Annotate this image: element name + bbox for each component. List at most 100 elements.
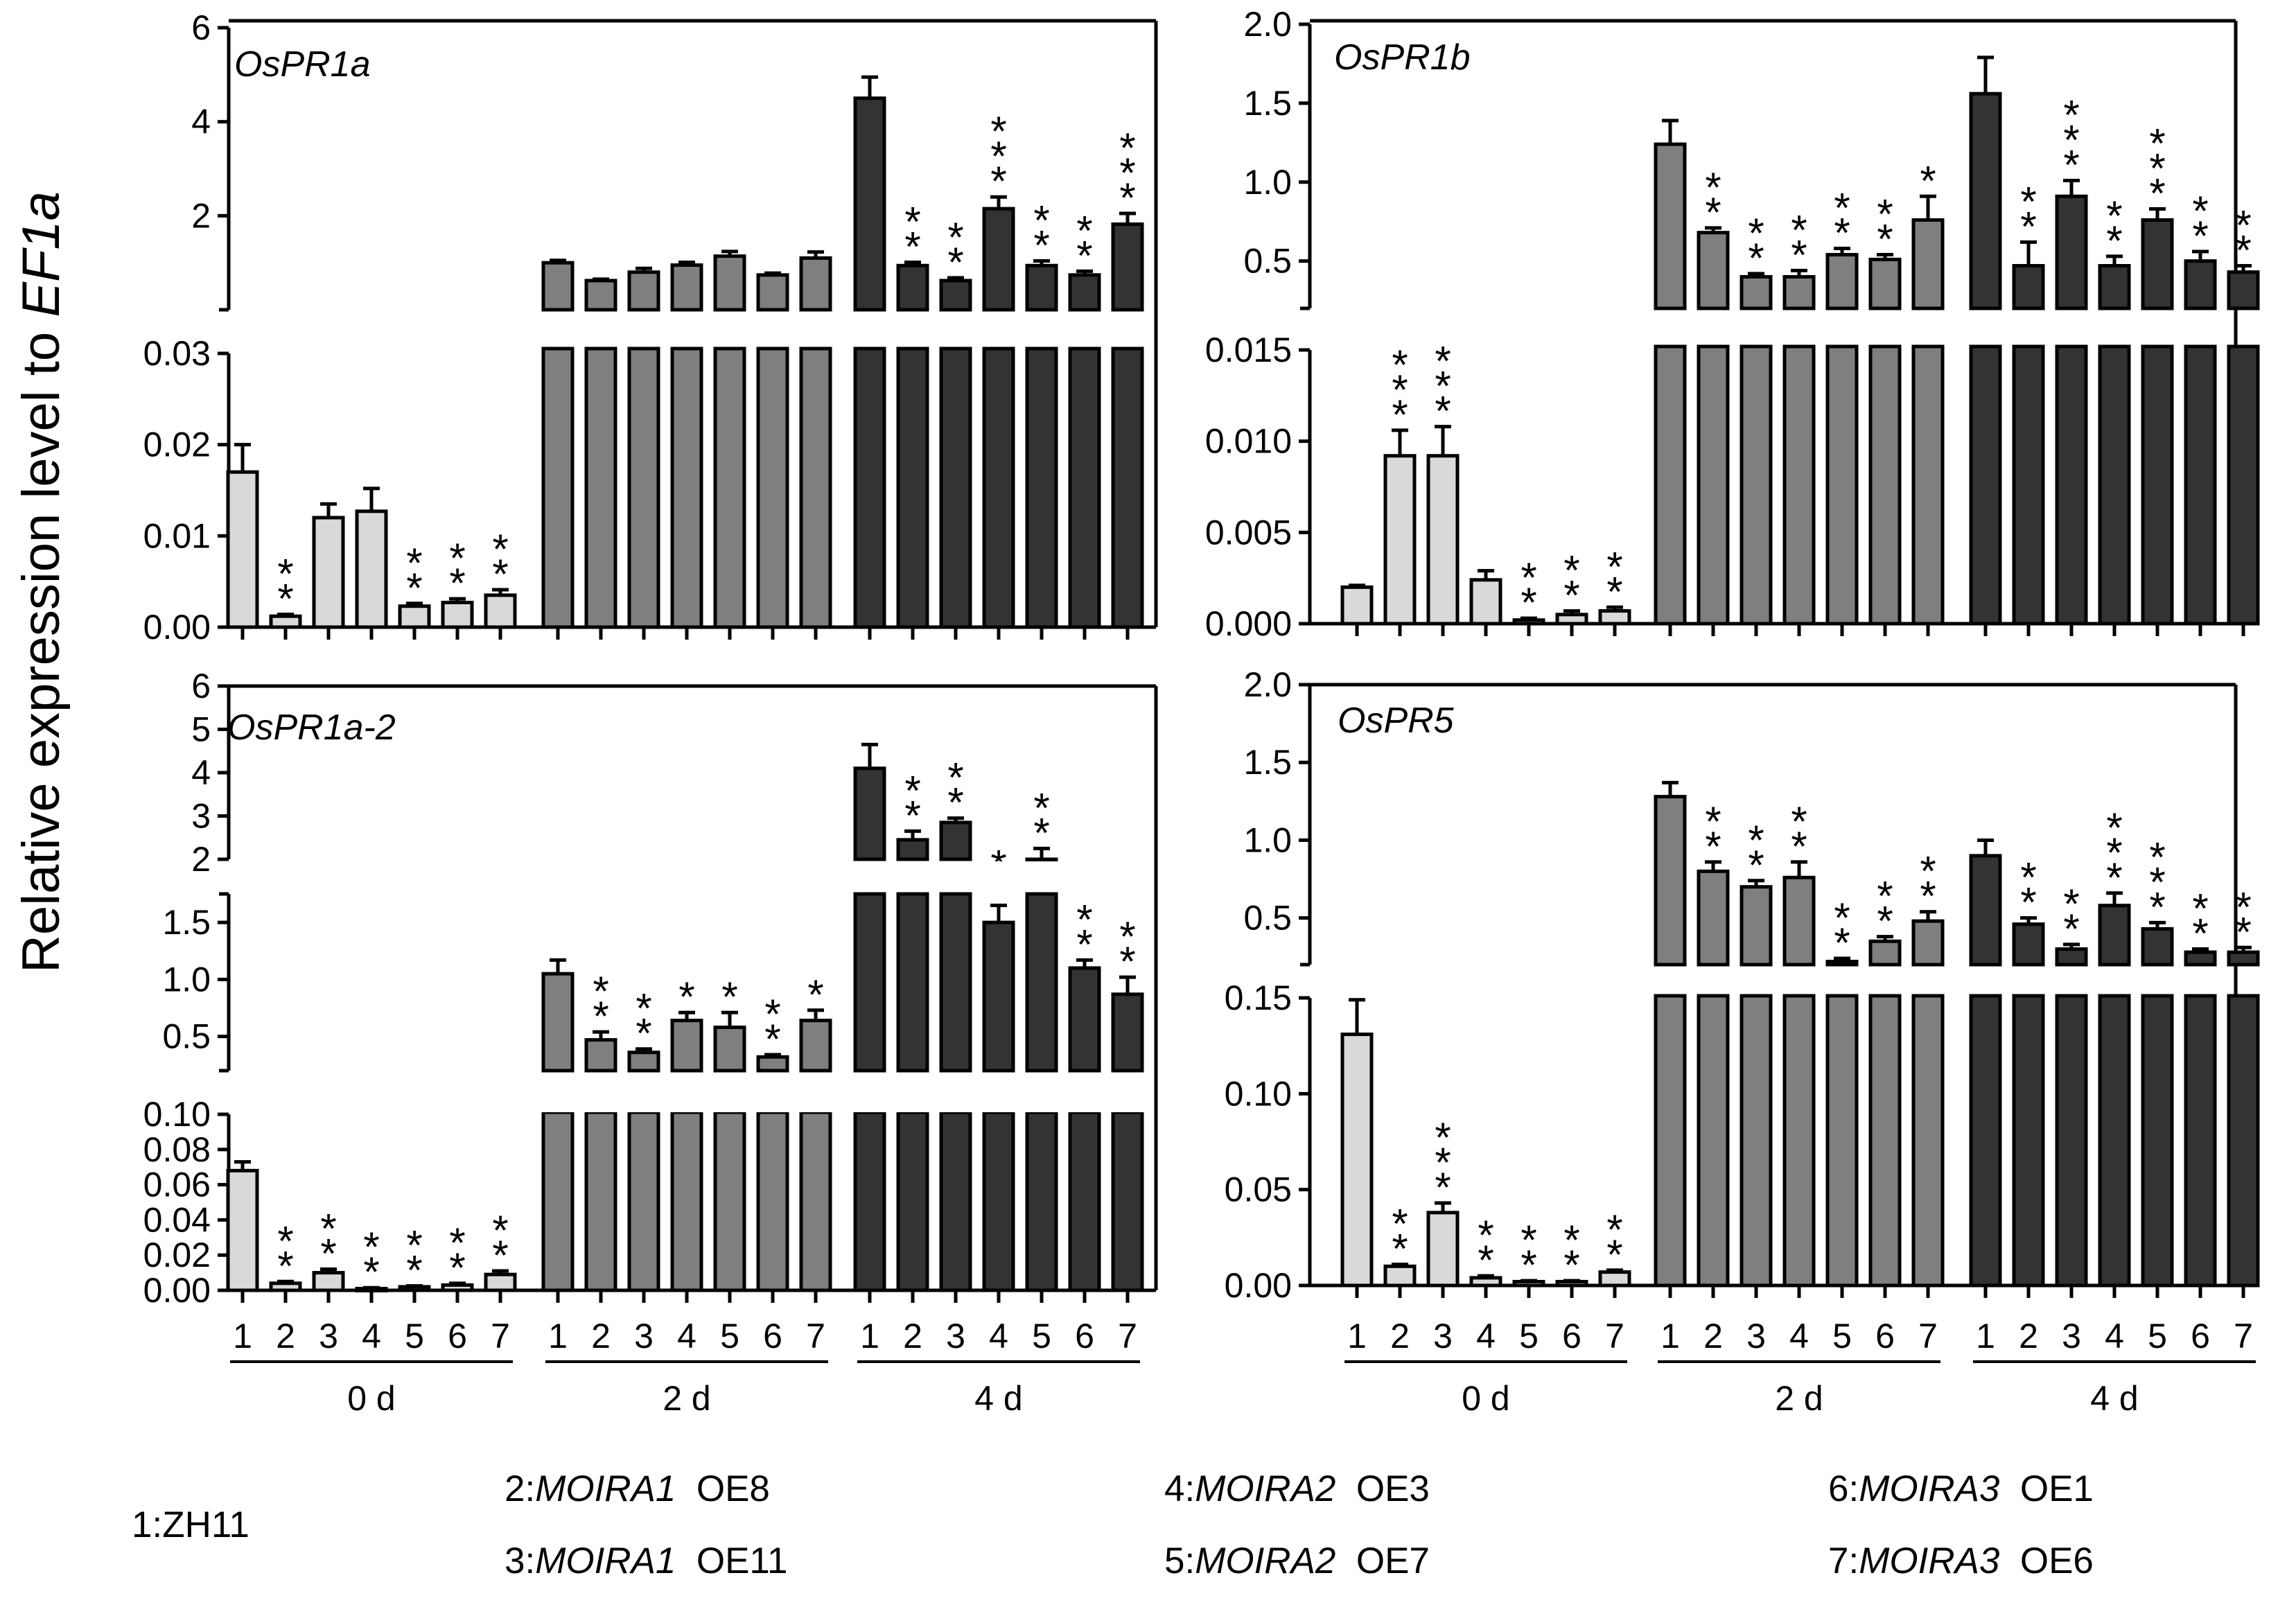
legend-entry-5-line: OE7 xyxy=(1356,1540,1430,1581)
significance-star: * xyxy=(277,576,293,622)
bar-stump xyxy=(1868,344,1902,626)
bar xyxy=(670,1019,703,1073)
significance-star: * xyxy=(1119,913,1135,960)
bar xyxy=(226,470,259,629)
y-tick-label: 0.5 xyxy=(1243,242,1292,281)
significance-star: * xyxy=(636,985,651,1032)
significance-star: * xyxy=(636,1010,651,1057)
bar xyxy=(2141,927,2174,967)
legend-entry-7-num: 7: xyxy=(1828,1540,1859,1581)
y-tick-label: 2.0 xyxy=(1243,5,1292,44)
bar xyxy=(799,256,832,312)
legend-entry-6-gene: MOIRA3 xyxy=(1859,1468,2000,1509)
y-tick-label: 0.02 xyxy=(143,1236,211,1274)
bar-stump xyxy=(799,346,832,629)
bar-stump xyxy=(1782,344,1816,626)
bar-stump xyxy=(2098,344,2131,626)
x-tick-label: 7 xyxy=(2234,1317,2253,1355)
legend-entry-6-num: 6: xyxy=(1828,1468,1859,1509)
significance-star: * xyxy=(2235,908,2251,955)
x-tick-label: 4 xyxy=(362,1317,381,1355)
bar xyxy=(1654,142,1687,310)
significance-star: * xyxy=(1119,150,1135,196)
significance-star: * xyxy=(947,239,963,286)
bar-stump xyxy=(713,1110,746,1292)
bar xyxy=(1739,274,1773,310)
bar xyxy=(541,261,575,312)
x-tick-label: 7 xyxy=(806,1317,825,1355)
legend-entry-4: 4:MOIRA2 OE3 xyxy=(1164,1468,1430,1510)
significance-star: * xyxy=(492,526,508,572)
significance-star: * xyxy=(1521,1242,1536,1288)
y-tick-label: 1.0 xyxy=(1243,163,1292,202)
significance-star: * xyxy=(1033,809,1049,856)
significance-star: * xyxy=(2192,188,2208,234)
significance-star: * xyxy=(2192,911,2208,957)
significance-star: * xyxy=(2235,227,2251,274)
significance-star: * xyxy=(1834,209,1850,256)
legend-entry-2-num: 2: xyxy=(505,1468,536,1509)
x-tick-label: 2 xyxy=(903,1317,922,1355)
y-tick-label: 5 xyxy=(191,710,211,749)
bar xyxy=(896,838,929,861)
axis-break-band xyxy=(1315,310,2230,344)
bar-stump xyxy=(896,1110,929,1292)
y-tick-label: 0.04 xyxy=(143,1200,211,1239)
legend-entry-3-gene: MOIRA1 xyxy=(535,1540,676,1581)
significance-star: * xyxy=(1563,572,1579,619)
legend-entry-7-gene: MOIRA3 xyxy=(1859,1540,2000,1581)
y-tick-label: 1.0 xyxy=(1243,820,1292,859)
x-tick-label: 5 xyxy=(1032,1317,1051,1355)
y-tick-label: 0.5 xyxy=(1243,899,1292,938)
y-tick-label: 0.15 xyxy=(1225,978,1292,1017)
y-tick-label: 0.01 xyxy=(143,516,211,555)
significance-star: * xyxy=(1705,164,1721,211)
significance-star: * xyxy=(2192,213,2208,259)
y-tick-label: 0.5 xyxy=(162,1017,211,1056)
significance-star: * xyxy=(449,535,465,581)
x-tick-label: 7 xyxy=(1118,1317,1137,1355)
bar-stump xyxy=(1111,1110,1144,1292)
significance-star: * xyxy=(1119,175,1135,221)
significance-star: * xyxy=(1478,1212,1493,1258)
significance-star: * xyxy=(492,1207,508,1254)
significance-star: * xyxy=(1920,848,1936,895)
x-tick-label: 7 xyxy=(1918,1317,1938,1355)
y-tick-label: 0.010 xyxy=(1205,422,1292,461)
bar xyxy=(2098,904,2131,967)
significance-star: * xyxy=(406,1247,422,1294)
bar-stump xyxy=(982,1110,1015,1292)
x-tick-label: 2 xyxy=(276,1317,295,1355)
significance-star: * xyxy=(1076,896,1092,942)
legend-entry-1: 1:ZH11 xyxy=(132,1504,249,1545)
y-tick-label: 0.10 xyxy=(143,1095,211,1134)
axis-break-band xyxy=(234,861,1150,892)
legend-entry-5-gene: MOIRA2 xyxy=(1195,1540,1336,1581)
bar xyxy=(226,1168,259,1292)
significance-star: * xyxy=(1563,1217,1579,1263)
significance-star: * xyxy=(2192,886,2208,932)
legend-entry-6: 6:MOIRA3 OE1 xyxy=(1828,1468,2094,1510)
x-tick-label: 3 xyxy=(1746,1317,1766,1355)
significance-star: * xyxy=(2020,879,2036,926)
bar xyxy=(1697,869,1730,967)
bar-stump xyxy=(1025,1110,1058,1292)
bar xyxy=(584,279,617,312)
x-tick-label: 4 xyxy=(1476,1317,1496,1355)
x-tick-label: 2 xyxy=(1390,1317,1410,1355)
significance-star: * xyxy=(1119,938,1135,985)
significance-star: * xyxy=(1606,1231,1622,1278)
significance-star: * xyxy=(2149,859,2165,905)
bar xyxy=(2184,259,2217,310)
significance-star: * xyxy=(1705,823,1721,870)
bar-stump xyxy=(584,346,617,629)
y-axis-label-gene: EF1a xyxy=(12,191,71,317)
bar xyxy=(2012,922,2045,967)
legend-entry-4-num: 4: xyxy=(1164,1468,1195,1509)
x-tick-label: 6 xyxy=(448,1317,467,1355)
bar-stump xyxy=(670,346,703,629)
bar xyxy=(982,920,1015,1073)
x-tick-label: 6 xyxy=(2191,1317,2210,1355)
significance-star: * xyxy=(1076,232,1092,279)
